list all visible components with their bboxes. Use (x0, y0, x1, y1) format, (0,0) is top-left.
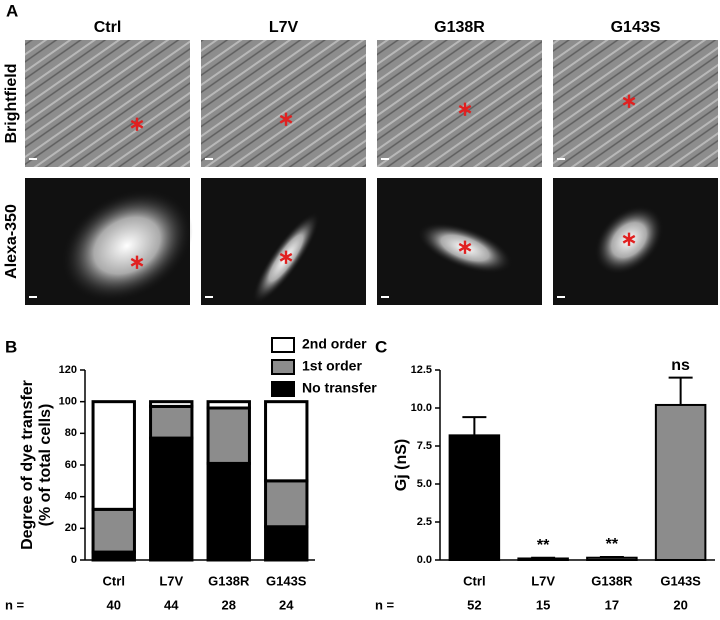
significance: ns (671, 357, 690, 374)
bar-segment (91, 507, 136, 554)
y-tick-label: 5.0 (417, 478, 432, 490)
bar (448, 434, 501, 561)
column-header: Ctrl (94, 19, 122, 36)
x-tick-label: L7V (159, 573, 183, 588)
legend-label: 2nd order (302, 336, 367, 352)
micrograph (201, 40, 366, 167)
n-value: 17 (605, 597, 619, 612)
legend-swatch (271, 337, 295, 353)
x-tick-label: G138R (208, 573, 250, 588)
y-axis-label: (% of total cells) (37, 404, 54, 527)
bar-segment (91, 400, 136, 511)
bar-segment (149, 400, 194, 408)
y-tick-label: 20 (65, 522, 77, 534)
cell-marker: ∗ (278, 108, 295, 130)
n-label: n = (5, 597, 25, 612)
row-label: Brightfield (3, 64, 20, 144)
x-tick-label: G143S (266, 573, 307, 588)
cell-marker: ∗ (457, 236, 474, 258)
x-tick-label: Ctrl (103, 573, 125, 588)
n-value: 20 (673, 597, 687, 612)
legend-label: 1st order (302, 358, 362, 374)
significance: ** (606, 536, 619, 553)
panel-label: C (375, 337, 387, 356)
bar (586, 556, 638, 561)
y-tick-label: 40 (65, 491, 77, 503)
cell-marker: ∗ (621, 90, 638, 112)
panel-label: B (5, 337, 17, 356)
n-value: 15 (536, 597, 550, 612)
y-tick-label: 100 (59, 396, 77, 408)
legend-swatch (271, 381, 295, 397)
y-tick-label: 2.5 (417, 516, 432, 528)
panel-label: A (6, 1, 18, 20)
bar-segment (264, 400, 309, 483)
y-axis-label: Degree of dye transfer (19, 380, 36, 550)
x-tick-label: Ctrl (463, 573, 485, 588)
n-value: 40 (107, 597, 121, 612)
significance: ** (537, 537, 550, 554)
cell-marker: ∗ (129, 251, 146, 273)
bar (654, 403, 707, 561)
micrograph (553, 40, 718, 167)
fluorescence (417, 222, 513, 274)
n-value: 44 (164, 597, 179, 612)
bar-segment (149, 436, 194, 562)
column-header: L7V (269, 19, 299, 36)
y-tick-label: 120 (59, 364, 77, 376)
cell-marker: ∗ (278, 246, 295, 268)
cell-marker: ∗ (621, 228, 638, 250)
fluorescence (61, 189, 193, 303)
y-tick-label: 10.0 (411, 402, 432, 414)
n-value: 24 (279, 597, 294, 612)
micrograph (25, 40, 190, 167)
x-tick-label: G138R (591, 573, 633, 588)
fluorescence (252, 212, 320, 304)
y-tick-label: 60 (65, 459, 77, 471)
n-value: 28 (222, 597, 236, 612)
bar-segment (206, 400, 251, 410)
cell-marker: ∗ (129, 113, 146, 135)
x-tick-label: L7V (531, 573, 555, 588)
y-tick-label: 80 (65, 427, 77, 439)
row-label: Alexa-350 (3, 204, 20, 279)
n-value: 52 (467, 597, 481, 612)
legend-swatch (271, 359, 295, 375)
bar-segment (149, 404, 194, 440)
bar-segment (206, 461, 251, 562)
legend-label: No transfer (302, 380, 377, 396)
micrograph (377, 40, 542, 167)
bar-segment (206, 406, 251, 465)
bar-segment (264, 525, 309, 562)
x-tick-label: G143S (660, 573, 701, 588)
y-axis-label: Gj (nS) (393, 439, 410, 491)
fluorescence (594, 205, 664, 275)
y-tick-label: 0.0 (417, 554, 432, 566)
column-header: G143S (611, 19, 661, 36)
column-header: G138R (434, 19, 485, 36)
cell-marker: ∗ (457, 98, 474, 120)
y-tick-label: 12.5 (411, 364, 432, 376)
y-tick-label: 0 (71, 554, 77, 566)
n-label: n = (375, 597, 395, 612)
y-tick-label: 7.5 (417, 440, 432, 452)
bar-segment (264, 479, 309, 529)
